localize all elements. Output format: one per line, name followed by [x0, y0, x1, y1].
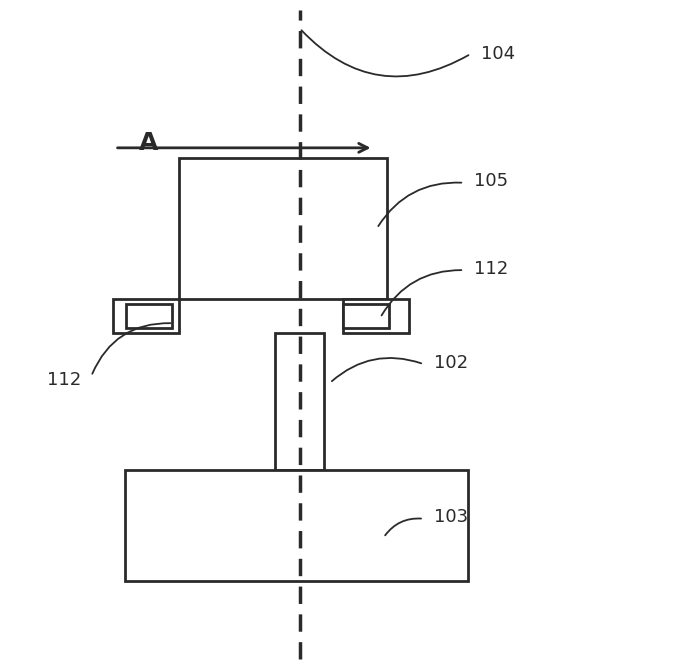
Text: 112: 112 — [474, 260, 508, 278]
Text: 104: 104 — [481, 45, 515, 62]
Bar — [125, 470, 468, 581]
Text: 103: 103 — [433, 509, 468, 526]
Text: A: A — [139, 131, 158, 155]
Bar — [275, 333, 324, 470]
Bar — [343, 299, 409, 333]
Bar — [178, 158, 387, 299]
Text: 102: 102 — [433, 354, 468, 372]
Bar — [126, 304, 172, 328]
Bar — [112, 299, 178, 333]
Bar — [343, 304, 389, 328]
Text: 112: 112 — [47, 371, 81, 388]
Text: 105: 105 — [474, 173, 508, 190]
